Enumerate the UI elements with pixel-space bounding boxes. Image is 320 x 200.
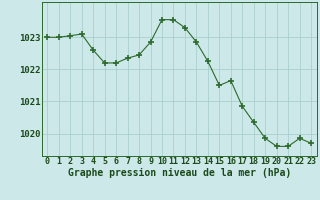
X-axis label: Graphe pression niveau de la mer (hPa): Graphe pression niveau de la mer (hPa)	[68, 168, 291, 178]
